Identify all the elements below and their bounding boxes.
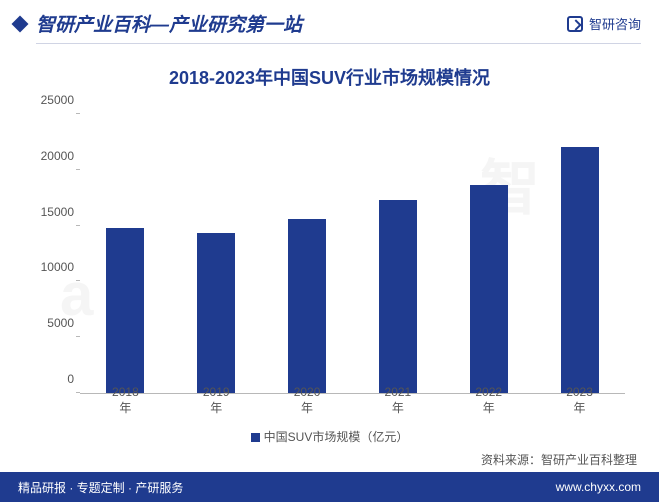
chart-bar: [288, 219, 326, 393]
source-text: 资料来源：智研产业百科整理: [481, 451, 637, 468]
xtick-label: 2021年: [379, 385, 417, 416]
ytick-label: 5000: [24, 316, 74, 330]
ytick-label: 25000: [24, 93, 74, 107]
ytick-mark: [76, 169, 80, 170]
chart-plot: 0500010000150002000025000: [80, 114, 625, 394]
xtick-label: 2018年: [106, 385, 144, 416]
footer-left: 精品研报 · 专题定制 · 产研服务: [18, 479, 183, 496]
xtick-label: 2020年: [288, 385, 326, 416]
xtick-label: 2019年: [197, 385, 235, 416]
chart-bar: [106, 228, 144, 393]
xtick-label: 2023年: [561, 385, 599, 416]
header-title: 智研产业百科—产业研究第一站: [36, 10, 302, 37]
legend-label: 中国SUV市场规模（亿元）: [264, 430, 409, 444]
ytick-mark: [76, 225, 80, 226]
diamond-icon: [12, 15, 29, 32]
ytick-label: 10000: [24, 260, 74, 274]
chart-bar: [470, 185, 508, 393]
chart-bars: [80, 114, 625, 393]
header-brand: 智研咨询: [567, 14, 641, 33]
legend-swatch: [251, 433, 260, 442]
header-divider: [36, 43, 641, 44]
chart-bar: [561, 147, 599, 393]
chart-title: 2018-2023年中国SUV行业市场规模情况: [0, 64, 659, 90]
chart-bar: [197, 233, 235, 393]
chart-legend: 中国SUV市场规模（亿元）: [0, 428, 659, 445]
ytick-label: 0: [24, 372, 74, 386]
footer-right: www.chyxx.com: [556, 480, 641, 494]
ytick-label: 15000: [24, 205, 74, 219]
chart-xlabels: 2018年 2019年 2020年 2021年 2022年 2023年: [80, 385, 625, 416]
header: 智研产业百科—产业研究第一站 智研咨询: [0, 0, 659, 43]
ytick-mark: [76, 280, 80, 281]
xtick-label: 2022年: [470, 385, 508, 416]
chart-area: 0500010000150002000025000 2018年 2019年 2020…: [24, 114, 635, 424]
ytick-mark: [76, 336, 80, 337]
chart-bar: [379, 200, 417, 393]
brand-icon: [567, 16, 583, 32]
ytick-label: 20000: [24, 149, 74, 163]
ytick-mark: [76, 113, 80, 114]
footer: 精品研报 · 专题定制 · 产研服务 www.chyxx.com: [0, 472, 659, 502]
brand-text: 智研咨询: [589, 14, 641, 33]
header-left: 智研产业百科—产业研究第一站: [14, 10, 302, 37]
